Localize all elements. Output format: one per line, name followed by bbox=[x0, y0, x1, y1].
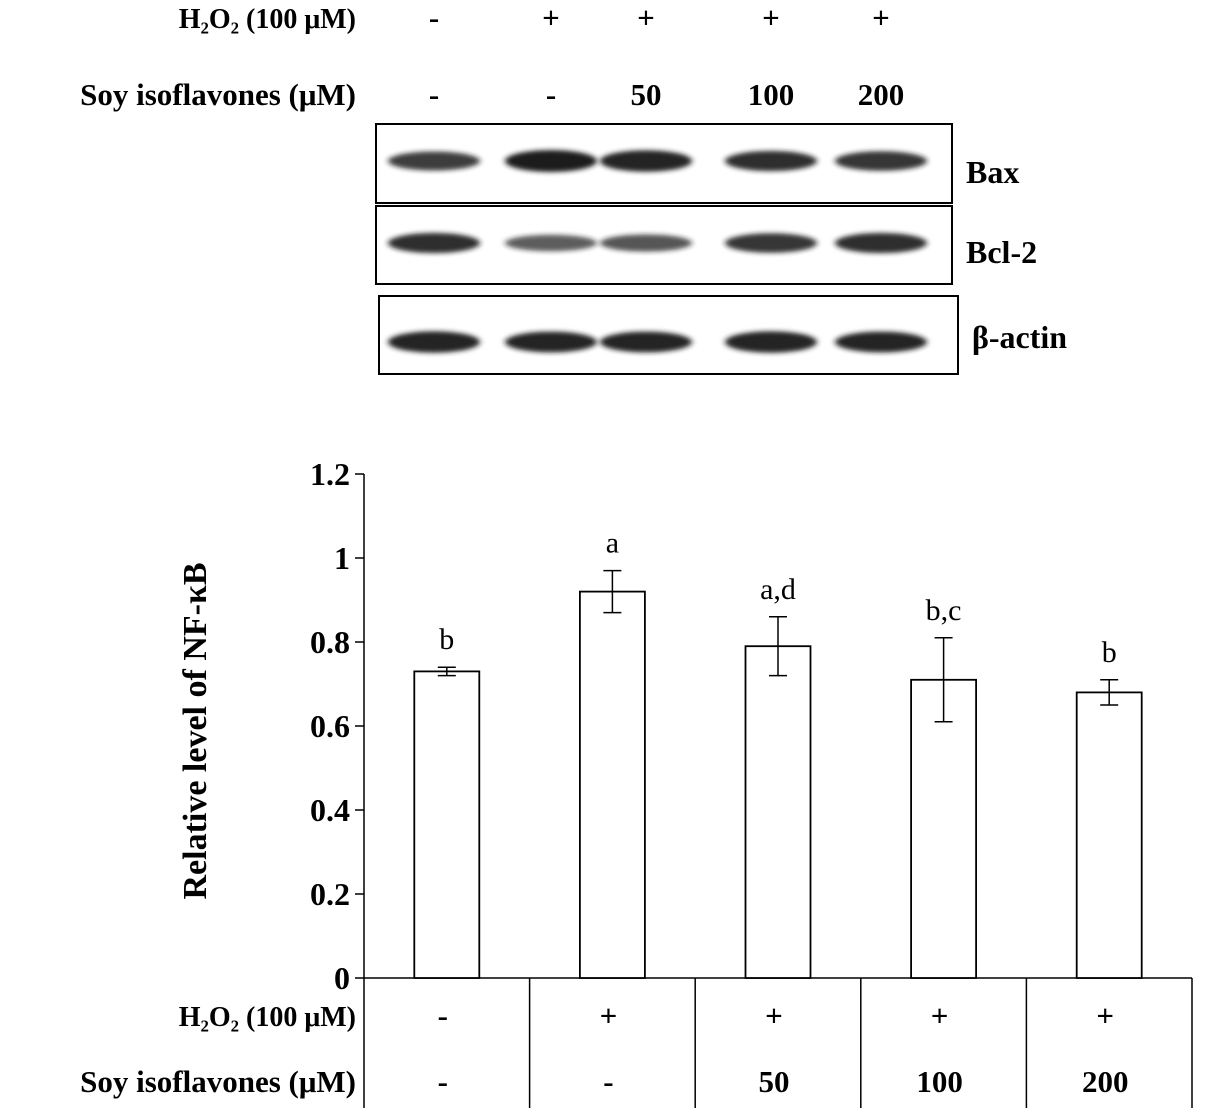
blot-band bbox=[505, 331, 597, 353]
y-tick-label: 1.2 bbox=[310, 456, 350, 492]
y-tick-label: 0.2 bbox=[310, 876, 350, 912]
table-cell: - bbox=[603, 1064, 613, 1099]
table-row-label: H₂O₂ (100 μM) bbox=[179, 1002, 356, 1033]
table-cell: 200 bbox=[1082, 1064, 1129, 1099]
blot-treatment-value: + bbox=[762, 0, 780, 35]
blot-band bbox=[725, 233, 817, 253]
blot-band bbox=[600, 331, 692, 353]
blot-band-label: Bcl-2 bbox=[966, 234, 1037, 270]
blot-treatment-value: - bbox=[429, 77, 439, 112]
blot-treatment-value: + bbox=[637, 0, 655, 35]
blot-treatment-label: H₂O₂ (100 μM) bbox=[179, 4, 356, 35]
western-blot: H₂O₂ (100 μM) - + + + + Soy isoflavones (μM) - -… bbox=[80, 0, 1067, 375]
blot-band bbox=[600, 234, 692, 252]
table-cell: - bbox=[438, 1064, 448, 1099]
bar bbox=[910, 678, 977, 979]
significance-label: b bbox=[1102, 636, 1117, 669]
table-cell: 50 bbox=[759, 1064, 790, 1099]
blot-band-label: Bax bbox=[966, 154, 1019, 190]
table-cell: + bbox=[765, 998, 783, 1033]
blot-band-label: β-actin bbox=[972, 319, 1067, 355]
y-tick-label: 0.4 bbox=[310, 792, 350, 828]
y-tick-label: 0.8 bbox=[310, 624, 350, 660]
blot-band bbox=[835, 151, 927, 171]
y-tick-label: 0 bbox=[334, 960, 350, 996]
blot-band bbox=[600, 150, 692, 172]
table-cell: + bbox=[600, 998, 618, 1033]
blot-treatment-value: + bbox=[872, 0, 890, 35]
y-tick-label: 1 bbox=[334, 540, 350, 576]
y-tick-label: 0.6 bbox=[310, 708, 350, 744]
blot-treatment-value: + bbox=[542, 0, 560, 35]
blot-band bbox=[725, 331, 817, 353]
bar bbox=[413, 670, 481, 979]
significance-label: b,c bbox=[926, 594, 962, 627]
blot-treatment-value: 50 bbox=[631, 77, 662, 112]
nfkb-bar-chart: 0 0.2 0.4 0.6 0.8 1 1.2 Relative level of NF-κB… bbox=[80, 456, 1193, 1108]
table-cell: 100 bbox=[916, 1064, 963, 1099]
blot-band bbox=[388, 151, 480, 171]
blot-band bbox=[835, 232, 927, 254]
blot-panel-1 bbox=[375, 123, 953, 204]
blot-treatment-value: 200 bbox=[858, 77, 905, 112]
blot-band bbox=[505, 234, 597, 252]
blot-treatment-value: 100 bbox=[748, 77, 795, 112]
significance-label: a,d bbox=[760, 573, 796, 606]
table-cell: + bbox=[931, 998, 949, 1033]
significance-label: a bbox=[606, 527, 619, 560]
blot-band bbox=[835, 331, 927, 353]
significance-label: b bbox=[439, 623, 454, 656]
blot-treatment-value: - bbox=[429, 0, 439, 35]
bar bbox=[744, 645, 812, 979]
blot-treatment-value: - bbox=[546, 77, 556, 112]
blot-treatment-label: Soy isoflavones (μM) bbox=[80, 77, 356, 112]
blot-band bbox=[388, 331, 480, 353]
y-axis-title: Relative level of NF-κB bbox=[177, 562, 214, 899]
table-row-label: Soy isoflavones (μM) bbox=[80, 1064, 356, 1099]
table-cell: - bbox=[438, 998, 448, 1033]
blot-band bbox=[725, 150, 817, 172]
blot-band bbox=[505, 150, 597, 172]
bar bbox=[579, 590, 646, 979]
blot-band bbox=[388, 232, 480, 254]
blot-panel-3 bbox=[378, 295, 959, 375]
bar bbox=[1075, 691, 1143, 979]
blot-panel-2 bbox=[375, 205, 953, 285]
table-cell: + bbox=[1096, 998, 1114, 1033]
